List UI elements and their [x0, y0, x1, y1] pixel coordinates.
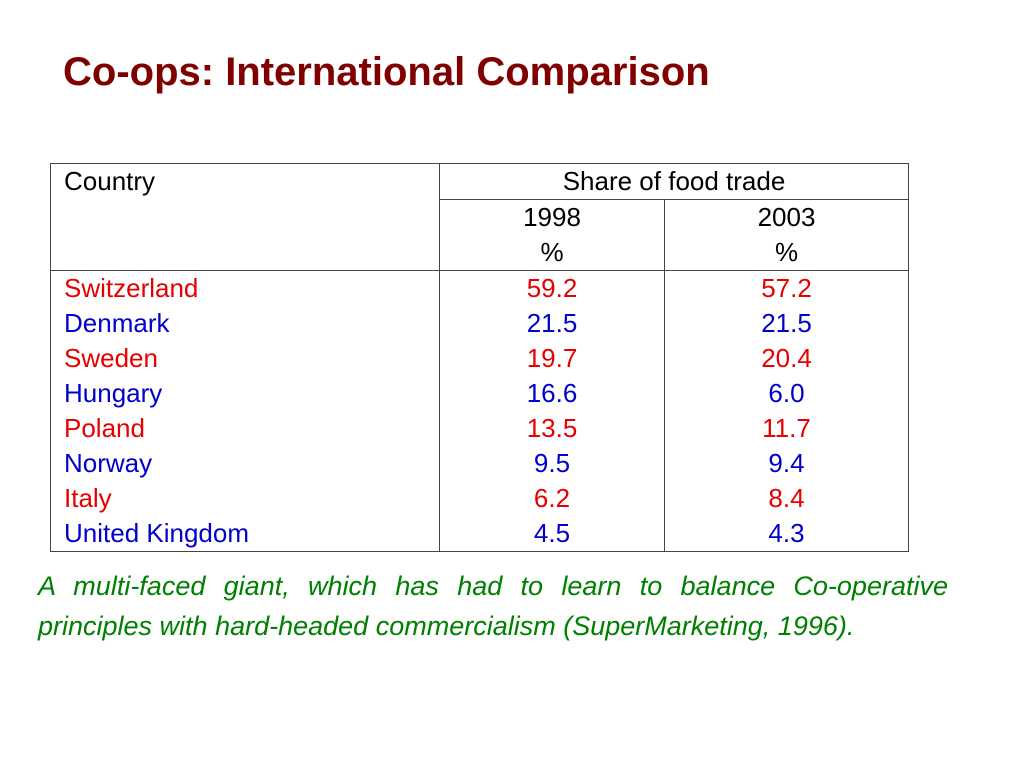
year-2003-unit: % [774, 237, 799, 267]
value-2003: 21.5 [761, 308, 812, 338]
country-name: United Kingdom [64, 518, 249, 548]
value-1998: 21.5 [526, 308, 578, 338]
value-2003: 6.0 [768, 378, 805, 408]
value-2003: 11.7 [762, 413, 811, 443]
country-name: Norway [64, 448, 153, 478]
table-header-row: Country Share of food trade [50, 163, 910, 271]
country-name: Sweden [64, 343, 158, 373]
country-name: Poland [64, 413, 145, 443]
year-2003-label: 2003 [757, 202, 816, 232]
table-year-header-row: 1998 % 2003 % [51, 199, 910, 271]
value-1998: 9.5 [533, 448, 571, 478]
table-body-row: Switzerland Denmark Sweden Hungary Poland Nor… [50, 270, 910, 552]
value-1998: 13.5 [526, 413, 578, 443]
value-2003: 9.4 [768, 448, 805, 478]
value-1998: 6.2 [533, 483, 571, 513]
country-name: Italy [64, 483, 112, 513]
year-1998-header: 1998 % [439, 199, 665, 271]
country-list: Switzerland Denmark Sweden Hungary Poland Nor… [50, 270, 440, 552]
coop-share-table: Country Share of food trade 1998 % 2003 … [50, 163, 910, 552]
value-2003: 57.2 [761, 273, 812, 303]
country-name: Hungary [64, 378, 163, 408]
slide-title: Co-ops: International Comparison [63, 50, 710, 94]
value-2003: 20.4 [761, 343, 812, 373]
quote-caption: A multi-faced giant, which has had to le… [38, 571, 948, 641]
values-1998-list: 59.2 21.5 19.7 16.6 13.5 9.5 6.2 4.5 [439, 270, 665, 552]
year-1998-label: 1998 [523, 202, 581, 232]
share-of-food-trade-header: Share of food trade [438, 163, 910, 200]
country-name: Denmark [64, 308, 170, 338]
value-2003: 8.4 [768, 483, 805, 513]
value-2003: 4.3 [768, 518, 805, 548]
value-1998: 16.6 [526, 378, 578, 408]
country-column-header: Country [50, 163, 440, 271]
year-2003-header: 2003 % [663, 199, 910, 271]
value-1998: 59.2 [526, 273, 578, 303]
value-1998: 4.5 [533, 518, 571, 548]
values-2003-list: 57.2 21.5 20.4 6.0 11.7 9.4 8.4 4.3 [663, 270, 910, 552]
country-name: Switzerland [64, 273, 199, 303]
year-1998-unit: % [540, 237, 564, 267]
value-1998: 19.7 [526, 343, 578, 373]
